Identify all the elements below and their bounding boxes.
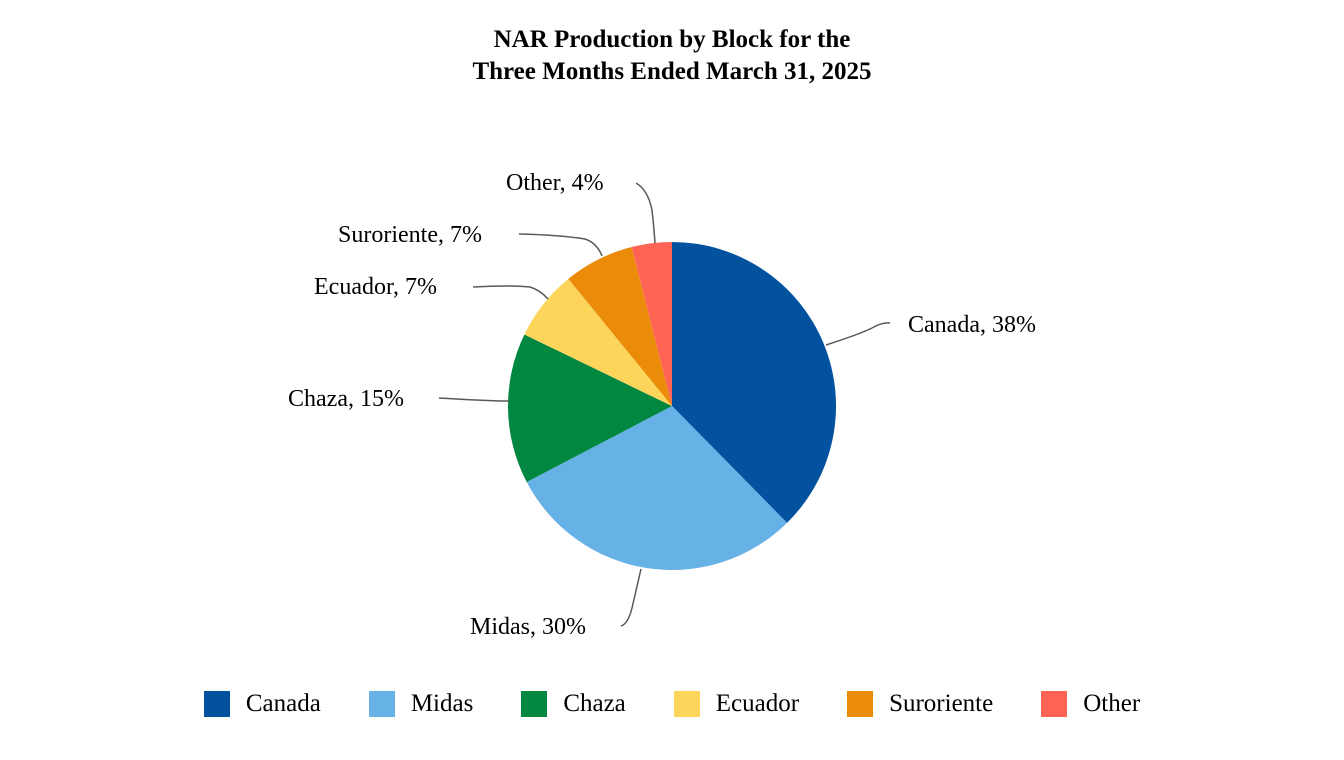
chart-title-line-2: Three Months Ended March 31, 2025 — [472, 58, 872, 85]
pie-slices — [507, 242, 836, 570]
legend-label-chaza: Chaza — [563, 690, 626, 717]
data-label-chaza: Chaza, 15% — [288, 386, 404, 412]
legend-swatch-midas — [368, 691, 395, 717]
legend-item-other: Other — [1041, 690, 1140, 718]
chart-title: NAR Production by Block for the Three Mo… — [0, 24, 1344, 88]
data-labels: Canada, 38% Midas, 30% Chaza, 15% Ecuador, … — [288, 170, 1036, 640]
legend-item-canada: Canada — [203, 690, 321, 718]
data-label-other: Other, 4% — [506, 170, 604, 196]
data-label-midas: Midas, 30% — [470, 614, 586, 640]
legend-label-suroriente: Suroriente — [889, 690, 994, 717]
legend-label-midas: Midas — [410, 690, 474, 717]
legend-item-midas: Midas — [368, 690, 474, 718]
data-label-ecuador: Ecuador, 7% — [314, 274, 437, 300]
legend-label-canada: Canada — [245, 690, 321, 717]
pie-slice-suroriente — [568, 247, 672, 406]
legend-swatch-other — [1041, 691, 1068, 717]
leader-line-other — [635, 182, 656, 244]
chart-title-line-1: NAR Production by Block for the — [493, 26, 851, 53]
legend-label-ecuador: Ecuador — [715, 690, 800, 717]
legend: Canada Midas Chaza Ecuador Suroriente Other — [0, 688, 1344, 720]
leader-line-chaza — [438, 397, 509, 402]
pie-slice-other — [631, 242, 672, 406]
pie-slice-midas — [526, 406, 788, 570]
legend-swatch-chaza — [521, 691, 548, 717]
legend-swatch-canada — [203, 691, 230, 717]
leader-line-canada — [825, 322, 891, 346]
legend-item-suroriente: Suroriente — [847, 690, 993, 718]
data-label-canada: Canada, 38% — [908, 312, 1036, 338]
legend-item-chaza: Chaza — [521, 690, 626, 718]
pie-slice-chaza — [507, 334, 672, 483]
leader-line-ecuador — [472, 285, 549, 300]
pie-slice-ecuador — [524, 278, 672, 406]
data-label-suroriente: Suroriente, 7% — [338, 222, 482, 248]
legend-swatch-suroriente — [847, 691, 874, 717]
legend-label-other: Other — [1083, 690, 1141, 717]
leader-line-midas — [620, 568, 642, 627]
legend-swatch-ecuador — [673, 691, 700, 717]
pie-slice-canada — [672, 242, 836, 523]
legend-item-ecuador: Ecuador — [673, 690, 800, 718]
leader-lines — [438, 182, 891, 627]
leader-line-suroriente — [518, 233, 603, 257]
